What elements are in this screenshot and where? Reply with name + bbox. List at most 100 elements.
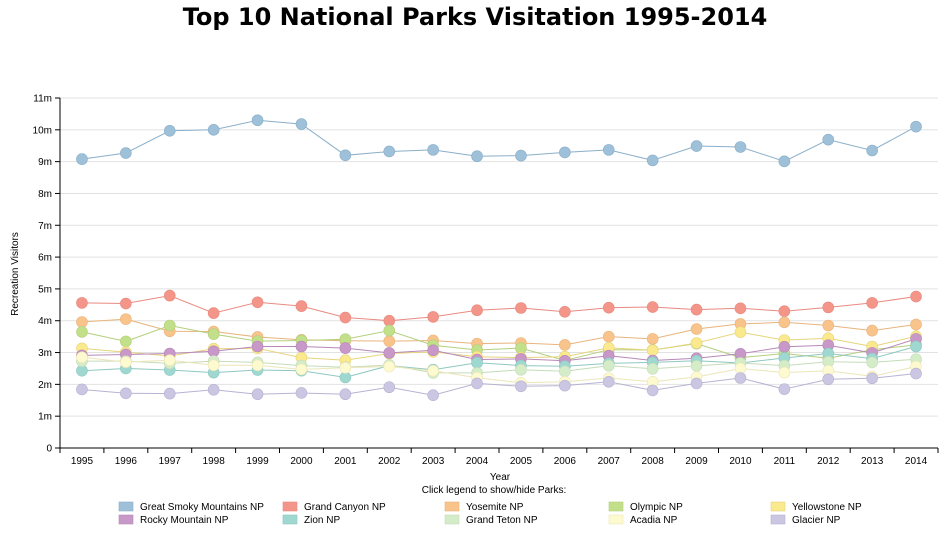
data-point[interactable] — [383, 324, 396, 337]
data-point[interactable] — [295, 363, 308, 376]
data-point[interactable] — [251, 359, 264, 372]
data-point[interactable] — [120, 297, 132, 310]
data-point[interactable] — [427, 364, 439, 377]
data-point[interactable] — [163, 289, 176, 302]
data-point[interactable] — [778, 316, 791, 329]
data-point[interactable] — [559, 379, 571, 392]
data-point[interactable] — [559, 306, 571, 318]
data-point[interactable] — [778, 341, 791, 353]
data-point[interactable] — [427, 344, 439, 357]
data-point[interactable] — [383, 347, 396, 359]
data-point[interactable] — [690, 323, 703, 335]
legend-item[interactable]: Yosemite NP — [444, 501, 524, 513]
data-point[interactable] — [910, 340, 922, 353]
data-point[interactable] — [339, 388, 352, 401]
legend-swatch[interactable] — [282, 501, 298, 512]
data-point[interactable] — [120, 313, 132, 325]
data-point[interactable] — [602, 330, 615, 343]
legend-label[interactable]: Rocky Mountain NP — [140, 515, 229, 526]
data-point[interactable] — [778, 366, 791, 379]
data-point[interactable] — [646, 301, 659, 313]
data-point[interactable] — [339, 362, 352, 374]
data-point[interactable] — [559, 339, 571, 351]
legend-item[interactable]: Rocky Mountain NP — [118, 514, 229, 526]
data-point[interactable] — [866, 372, 878, 385]
data-point[interactable] — [251, 388, 264, 401]
data-point[interactable] — [120, 335, 132, 348]
legend-label[interactable]: Zion NP — [304, 515, 340, 526]
data-point[interactable] — [163, 387, 176, 400]
data-point[interactable] — [383, 360, 396, 373]
legend-item[interactable]: Glacier NP — [770, 514, 841, 526]
data-point[interactable] — [76, 153, 88, 165]
legend-swatch[interactable] — [444, 501, 460, 512]
data-point[interactable] — [910, 290, 922, 303]
data-point[interactable] — [690, 337, 703, 349]
legend-item[interactable]: Acadia NP — [608, 514, 678, 526]
data-point[interactable] — [515, 363, 527, 376]
data-point[interactable] — [120, 356, 132, 368]
data-point[interactable] — [207, 383, 220, 396]
data-point[interactable] — [602, 359, 615, 372]
legend-label[interactable]: Acadia NP — [630, 515, 678, 526]
data-point[interactable] — [602, 144, 615, 156]
legend-swatch[interactable] — [770, 501, 786, 512]
data-point[interactable] — [295, 300, 308, 312]
data-point[interactable] — [646, 362, 659, 375]
data-point[interactable] — [910, 367, 922, 380]
legend-label[interactable]: Grand Canyon NP — [304, 502, 386, 513]
legend-swatch[interactable] — [444, 514, 460, 525]
data-point[interactable] — [866, 297, 878, 309]
legend-label[interactable]: Yosemite NP — [466, 502, 524, 513]
data-point[interactable] — [471, 377, 483, 390]
data-point[interactable] — [163, 354, 176, 366]
data-point[interactable] — [427, 389, 439, 401]
legend-item[interactable]: Yellowstone NP — [770, 501, 862, 513]
legend-swatch[interactable] — [282, 514, 298, 525]
legend-swatch[interactable] — [118, 514, 134, 525]
data-point[interactable] — [734, 372, 747, 384]
data-point[interactable] — [690, 377, 703, 390]
data-point[interactable] — [427, 144, 439, 156]
data-point[interactable] — [339, 311, 352, 324]
data-point[interactable] — [778, 305, 791, 317]
data-point[interactable] — [646, 154, 659, 167]
data-point[interactable] — [339, 149, 352, 162]
data-point[interactable] — [76, 326, 88, 338]
data-point[interactable] — [383, 335, 396, 347]
data-point[interactable] — [120, 387, 132, 400]
data-point[interactable] — [251, 296, 264, 309]
data-point[interactable] — [822, 373, 835, 386]
data-point[interactable] — [778, 383, 791, 395]
data-point[interactable] — [207, 307, 220, 319]
data-point[interactable] — [778, 155, 791, 168]
legend-item[interactable]: Olympic NP — [608, 501, 683, 513]
legend-item[interactable]: Great Smoky Mountains NP — [118, 501, 264, 513]
legend-item[interactable]: Zion NP — [282, 514, 340, 526]
data-point[interactable] — [427, 311, 439, 323]
data-point[interactable] — [295, 340, 308, 353]
data-point[interactable] — [734, 302, 747, 315]
data-point[interactable] — [471, 304, 483, 317]
data-point[interactable] — [602, 376, 615, 388]
legend-swatch[interactable] — [608, 501, 624, 512]
data-point[interactable] — [383, 381, 396, 394]
data-point[interactable] — [251, 340, 264, 353]
legend-label[interactable]: Yellowstone NP — [792, 502, 862, 513]
legend-swatch[interactable] — [118, 501, 134, 512]
data-point[interactable] — [910, 120, 922, 133]
legend-item[interactable]: Grand Teton NP — [444, 514, 538, 526]
data-point[interactable] — [76, 383, 88, 396]
data-point[interactable] — [163, 319, 176, 332]
data-point[interactable] — [339, 342, 352, 354]
data-point[interactable] — [646, 333, 659, 345]
data-point[interactable] — [515, 149, 527, 162]
data-point[interactable] — [163, 124, 176, 137]
data-point[interactable] — [690, 303, 703, 316]
data-point[interactable] — [866, 324, 878, 337]
legend-label[interactable]: Great Smoky Mountains NP — [140, 502, 264, 513]
legend-item[interactable]: Grand Canyon NP — [282, 501, 386, 513]
data-point[interactable] — [295, 118, 308, 130]
data-point[interactable] — [383, 314, 396, 327]
data-point[interactable] — [866, 144, 878, 157]
